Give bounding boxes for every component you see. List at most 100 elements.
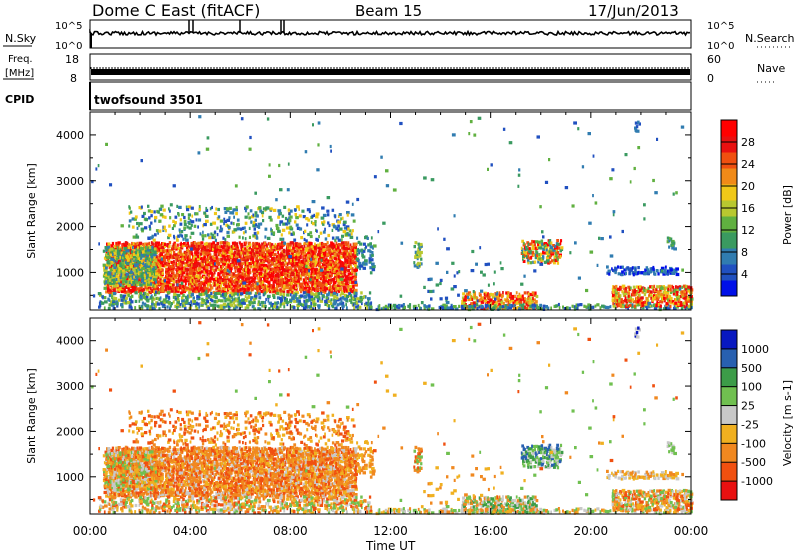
power-cell	[184, 278, 189, 282]
power-cell	[195, 247, 200, 252]
power-cell	[264, 301, 267, 305]
power-cell	[299, 263, 304, 267]
power-cell	[471, 307, 475, 311]
power-cell	[465, 294, 468, 298]
power-cell	[244, 280, 249, 284]
power-cell	[280, 265, 285, 269]
power-cell	[136, 221, 139, 226]
power-cell	[168, 224, 171, 228]
power-cell	[538, 257, 542, 261]
power-cell	[368, 291, 372, 295]
power-cell	[331, 305, 335, 309]
power-cell	[221, 246, 225, 250]
power-cell	[312, 307, 315, 311]
power-cell	[309, 234, 313, 239]
power-cell	[355, 257, 359, 261]
power-cell	[203, 223, 207, 227]
power-cell	[173, 291, 177, 295]
power-cell	[162, 257, 165, 261]
power-cell	[138, 250, 142, 254]
power-cell	[216, 245, 218, 249]
power-cell	[350, 256, 354, 260]
power-cell	[352, 262, 355, 266]
power-cell	[190, 231, 195, 235]
power-cell	[165, 272, 170, 276]
power-cell	[105, 266, 108, 270]
power-cell	[272, 283, 275, 287]
power-cell	[233, 251, 237, 255]
power-cell	[193, 246, 196, 250]
power-cell	[222, 305, 226, 309]
power-cell	[279, 222, 282, 226]
power-cell	[546, 252, 550, 256]
power-cell	[548, 241, 551, 245]
power-cell	[285, 276, 288, 280]
power-cell	[128, 291, 132, 295]
power-cell	[150, 282, 153, 286]
power-cell	[116, 283, 119, 287]
power-cell	[112, 271, 116, 275]
power-cell	[347, 246, 351, 251]
power-cell	[247, 252, 250, 256]
power-cell	[533, 240, 536, 244]
power-cell	[656, 290, 661, 294]
power-cell	[136, 248, 138, 252]
power-cell	[174, 276, 178, 280]
power-cell	[628, 296, 633, 300]
power-cell	[227, 226, 231, 230]
power-cell	[615, 291, 618, 295]
power-cell	[110, 253, 113, 257]
power-cell	[277, 251, 279, 255]
power-cell	[349, 235, 354, 239]
power-cell	[193, 300, 197, 304]
power-cell	[645, 302, 648, 306]
power-cell	[192, 244, 196, 248]
power-cell	[529, 292, 534, 297]
power-cell	[495, 301, 498, 305]
power-cell	[542, 247, 546, 251]
power-cell	[277, 259, 280, 263]
power-cell	[330, 303, 333, 307]
power-cell	[263, 260, 266, 264]
power-cell	[227, 307, 231, 311]
power-cell	[217, 298, 220, 302]
freq-trace	[91, 69, 690, 75]
power-cell	[107, 280, 111, 284]
power-cell	[326, 269, 330, 274]
power-cell	[323, 295, 325, 299]
power-cell	[274, 276, 278, 280]
power-cell	[327, 259, 331, 263]
power-cell	[267, 251, 271, 255]
power-cell	[545, 305, 548, 309]
power-cell	[244, 215, 248, 219]
power-cell	[143, 302, 147, 306]
power-cell	[257, 307, 260, 311]
power-cell	[239, 279, 243, 284]
power-cell	[161, 245, 165, 250]
power-cell	[618, 296, 621, 300]
power-cell	[172, 250, 176, 254]
power-cell	[528, 306, 532, 311]
power-cell	[305, 289, 308, 293]
power-cell	[118, 273, 121, 277]
power-cell	[144, 276, 148, 280]
power-cell	[475, 300, 478, 304]
power-cell	[190, 286, 194, 290]
power-cell	[110, 286, 113, 290]
power-cell	[335, 260, 338, 264]
power-cell	[218, 287, 222, 291]
power-cell	[248, 302, 252, 307]
power-cell	[343, 246, 347, 250]
power-cell	[317, 280, 320, 284]
power-cell	[235, 255, 239, 259]
power-cell	[274, 291, 277, 295]
power-cell	[111, 281, 115, 285]
power-cell	[234, 242, 238, 246]
power-cell	[270, 252, 274, 256]
power-cell	[280, 233, 283, 237]
power-cell	[231, 272, 234, 276]
power-cell	[254, 261, 257, 265]
power-cell	[209, 255, 213, 259]
power-cell	[285, 283, 289, 287]
power-cell	[311, 280, 315, 284]
